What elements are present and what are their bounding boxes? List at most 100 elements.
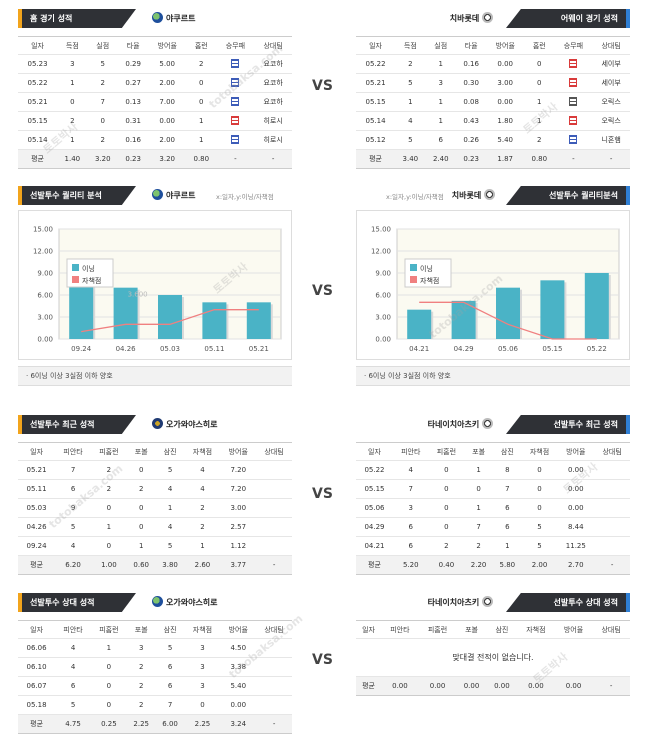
column-header: 삼진 — [492, 442, 522, 461]
table-row: 05.21 7 2 0 5 4 7.20 — [18, 460, 292, 480]
table-cell: 04.29 — [356, 517, 393, 537]
legend-swatch-innings — [72, 264, 79, 271]
away-team-name: 치바롯데 — [450, 12, 496, 24]
no-data-message: 맞대결 전적이 없습니다. — [356, 638, 630, 677]
column-header: 상대팀 — [254, 36, 292, 55]
earned-runs-line — [81, 309, 259, 333]
table-row: 04.26 5 1 0 4 2 2.57 — [18, 517, 292, 537]
table-cell: 세이부 — [592, 73, 630, 93]
table-cell: 05.23 — [18, 54, 58, 74]
y-tick-label: 12.00 — [33, 248, 53, 256]
table-cell: 0 — [428, 498, 465, 518]
y-tick-label: 6.00 — [375, 292, 391, 300]
table-cell: 06.10 — [18, 657, 56, 677]
table-cell — [554, 73, 593, 93]
pitcher-vs-right-table: 일자 피안타 피홈런 포볼 삼진 자책점 방어율 상대팀 맞대결 전적이 없습니다. 평균 0.… — [356, 620, 630, 696]
average-cell: 0.60 — [126, 555, 156, 575]
column-header: 피홈런 — [90, 620, 127, 639]
table-cell: 2 — [184, 498, 221, 518]
table-cell: 0.30 — [455, 73, 487, 93]
table-cell: 1.12 — [220, 536, 257, 556]
average-cell: - — [594, 555, 630, 575]
table-cell: 6 — [492, 517, 522, 537]
table-cell — [256, 676, 292, 696]
average-cell: 3.77 — [220, 555, 257, 575]
result-icon — [569, 135, 578, 144]
table-cell: 5 — [55, 517, 91, 537]
average-cell: 1.00 — [90, 555, 127, 575]
quality-right-team: 치바롯데 — [452, 189, 498, 201]
pitcher-vs-right-panel: 타네이치아츠키 선발투수 상대 성적 일자 피안타 피홈런 포볼 삼진 자책점 방어율 상대팀… — [356, 592, 630, 696]
table-cell — [554, 111, 593, 131]
table-row: 05.22 2 1 0.16 0.00 0 세이부 — [356, 54, 630, 74]
table-cell: 6 — [155, 657, 185, 677]
column-header: 피홈런 — [428, 442, 465, 461]
table-cell: 0 — [428, 479, 465, 499]
quality-right-panel: x:일자,y:이닝/자책점 치바롯데 선발투수 퀄리티분석 15.00 12.00… — [356, 185, 630, 386]
table-cell: 7 — [55, 460, 91, 480]
innings-bar — [113, 287, 138, 339]
quality-right-chart: 15.00 12.00 9.00 6.00 3.00 0.00 04.21 04.29 05.0… — [356, 210, 630, 360]
away-record-table: 일자 득점 실점 타율 방어율 홈런 승무패 상대팀 05.22 2 1 0.16 0.00 0 세이부 05… — [356, 36, 630, 169]
result-icon — [569, 116, 578, 125]
table-cell: 요코하 — [254, 54, 292, 74]
column-header: 일자 — [18, 442, 56, 461]
average-cell: 0.80 — [186, 149, 217, 169]
average-cell: 2.70 — [557, 555, 595, 575]
column-header: 일자 — [18, 36, 58, 55]
chiba-lotte-logo-icon — [484, 189, 495, 200]
table-cell: 1 — [90, 517, 127, 537]
average-cell: 0.00 — [486, 676, 518, 696]
table-cell: 0 — [126, 517, 156, 537]
column-header: 일자 — [356, 36, 396, 55]
table-cell: 05.15 — [356, 479, 393, 499]
quality-right-hint: x:일자,y:이닝/자책점 — [386, 193, 444, 201]
table-cell: 6 — [55, 676, 91, 696]
legend-swatch-earned-runs — [72, 276, 79, 283]
column-header: 방어율 — [148, 36, 187, 55]
table-cell: 요코하 — [254, 92, 292, 112]
column-header: 피홈런 — [418, 620, 457, 639]
vs-label-1: VS — [312, 78, 333, 94]
table-row: 05.15 7 0 0 7 0 0.00 — [356, 479, 630, 499]
table-cell: 0.00 — [557, 498, 595, 518]
result-icon — [231, 116, 240, 125]
average-cell: 2.00 — [521, 555, 558, 575]
table-cell — [216, 92, 255, 112]
average-row: 평균 3.40 2.40 0.23 1.87 0.80- - — [356, 149, 630, 169]
column-header: 삼진 — [486, 620, 518, 639]
table-cell: 6 — [55, 479, 91, 499]
table-cell: 6 — [392, 517, 429, 537]
x-tick-label: 05.03 — [160, 345, 180, 353]
quality-right-note: · 6이닝 이상 3실점 이하 양호 — [356, 366, 630, 386]
table-cell: 5 — [55, 695, 91, 715]
y-tick-label: 12.00 — [371, 248, 391, 256]
table-row: 05.18 5 0 2 7 0 0.00 — [18, 695, 292, 715]
average-cell: 0.23 — [117, 149, 149, 169]
average-cell: 3.20 — [87, 149, 118, 169]
table-cell: 0.26 — [455, 130, 487, 150]
average-cell: - — [256, 555, 292, 575]
table-row: 05.11 6 2 2 4 4 7.20 — [18, 479, 292, 499]
table-row: 05.21 0 7 0.13 7.00 0 요코하 — [18, 92, 292, 112]
column-header: 자책점 — [184, 620, 221, 639]
table-cell: 3.00 — [220, 498, 257, 518]
table-cell: 1.80 — [486, 111, 525, 131]
table-cell: 1 — [425, 111, 456, 131]
table-cell: 1 — [90, 638, 127, 658]
column-header: 득점 — [395, 36, 426, 55]
table-cell: 오릭스 — [592, 111, 630, 131]
table-cell: 2 — [126, 676, 156, 696]
table-cell: 0.00 — [148, 111, 187, 131]
average-cell: - — [592, 676, 630, 696]
table-cell: 2 — [90, 479, 127, 499]
innings-bar — [69, 280, 94, 339]
column-header: 자책점 — [521, 442, 558, 461]
table-cell: 0 — [90, 536, 127, 556]
column-header: 실점 — [87, 36, 118, 55]
table-cell: 0.43 — [455, 111, 487, 131]
table-cell: 1 — [126, 536, 156, 556]
table-cell: 0 — [126, 460, 156, 480]
table-cell — [594, 498, 630, 518]
